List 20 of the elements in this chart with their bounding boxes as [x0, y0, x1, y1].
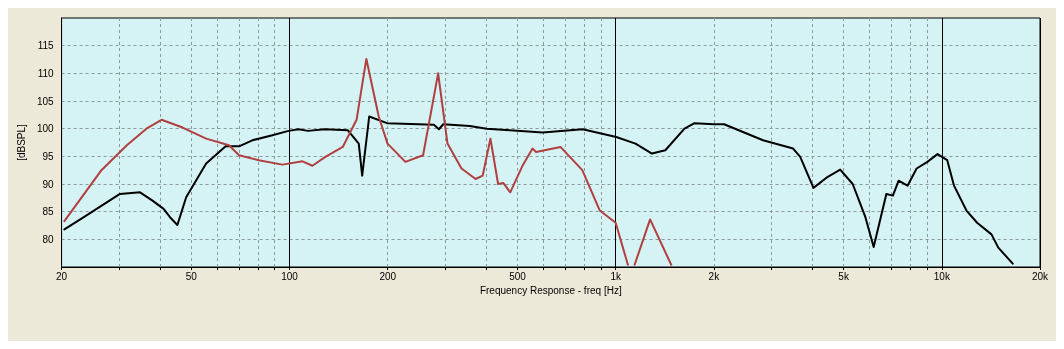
x-axis-title: Frequency Response - freq [Hz] — [479, 285, 622, 297]
x-tick-label: 50 — [185, 270, 198, 282]
x-tick-label: 100 — [281, 270, 299, 282]
y-tick-label: 80 — [42, 233, 55, 245]
y-tick-label: 105 — [36, 95, 55, 107]
x-tick-label: 200 — [379, 270, 397, 282]
y-tick-label: 85 — [42, 206, 55, 218]
x-tick-label: 500 — [509, 270, 527, 282]
y-axis-title: [dBSPL] — [15, 123, 27, 161]
x-tick-label: 20k — [1031, 270, 1050, 282]
x-tick-label: 20 — [56, 270, 68, 282]
x-tick-label: 5k — [838, 270, 850, 282]
y-tick-label: 110 — [37, 67, 55, 79]
y-tick-label: 90 — [42, 178, 55, 190]
x-tick-label: 10k — [933, 270, 951, 282]
x-tick-label: 2k — [708, 270, 721, 282]
y-tick-label: 95 — [42, 150, 55, 162]
y-tick-label: 100 — [36, 123, 55, 135]
y-tick-label: 115 — [37, 40, 55, 52]
x-tick-label: 1k — [610, 270, 622, 282]
